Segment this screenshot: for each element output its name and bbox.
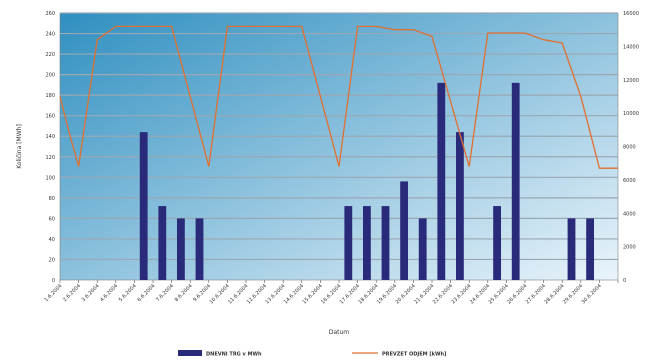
y-right-tick-label: 10000 <box>623 111 639 117</box>
bar <box>158 206 167 280</box>
y-left-tick-label: 0 <box>52 278 55 284</box>
bar <box>493 206 502 280</box>
y-right-tick-label: 2000 <box>623 245 636 251</box>
grid-lines <box>60 12 618 261</box>
bar <box>176 218 185 280</box>
x-tick-label: 8.6.2004 <box>174 283 194 303</box>
y-right-tick-label: 0 <box>623 278 626 284</box>
legend: DNEVNI TRG v MWh PREVZET ODJEM [kWh] <box>178 350 446 358</box>
y-left-tick-label: 40 <box>49 237 55 243</box>
y-right-tick-label: 16000 <box>623 11 639 17</box>
left-axis-ticks: 0 20 40 60 80 100 120 140 160 180 200 220 240 260 <box>45 11 55 284</box>
bar <box>362 206 371 280</box>
y-left-tick-label: 140 <box>45 134 55 140</box>
y-left-tick-label: 100 <box>45 175 55 181</box>
y-left-tick-label: 220 <box>45 52 55 58</box>
y-left-tick-label: 80 <box>49 196 55 202</box>
legend-line-label: PREVZET ODJEM [kWh] <box>382 352 446 358</box>
y-right-tick-label: 12000 <box>623 78 639 84</box>
legend-bar-label: DNEVNI TRG v MWh <box>206 352 262 358</box>
x-tick-label: 4.6.2004 <box>99 283 119 303</box>
y-right-tick-label: 6000 <box>623 178 636 184</box>
y-left-tick-label: 120 <box>45 155 55 161</box>
bar <box>381 206 390 280</box>
y-left-tick-label: 160 <box>45 114 55 120</box>
line-path <box>59 25 618 169</box>
bar <box>418 218 427 280</box>
bar <box>344 206 353 280</box>
y-left-tick-label: 60 <box>49 216 55 222</box>
x-tick-label: 6.6.2004 <box>136 283 156 303</box>
bar <box>400 181 409 280</box>
y-axis-left-title: Količina [MWh] <box>16 124 23 169</box>
y-right-tick-label: 8000 <box>623 145 636 151</box>
right-axis-ticks: 0 2000 4000 6000 8000 10000 12000 14000 16000 <box>623 11 639 284</box>
bar <box>586 218 595 280</box>
y-left-tick-label: 260 <box>45 11 55 17</box>
x-axis-ticks: 1.6.20042.6.20043.6.20044.6.20045.6.2004… <box>43 280 619 305</box>
x-tick-label: 30.6.2004 <box>581 283 603 305</box>
x-tick-label: 3.6.2004 <box>81 283 101 303</box>
bar <box>195 218 204 280</box>
y-right-tick-label: 14000 <box>623 44 639 50</box>
line-series <box>59 25 618 169</box>
x-axis-title: Datum <box>329 329 349 336</box>
y-left-tick-label: 200 <box>45 73 55 79</box>
y-left-tick-label: 180 <box>45 93 55 99</box>
x-tick-label: 1.6.2004 <box>43 283 63 303</box>
x-tick-label: 2.6.2004 <box>62 283 82 303</box>
y-right-tick-label: 4000 <box>623 211 636 217</box>
legend-bar-swatch <box>178 350 202 356</box>
bar <box>511 82 520 280</box>
plot-background <box>59 12 619 281</box>
bar <box>437 82 446 280</box>
bar <box>567 218 576 280</box>
x-tick-label: 7.6.2004 <box>155 283 175 303</box>
y-left-tick-label: 20 <box>49 257 55 263</box>
bar <box>455 132 464 280</box>
bar-series <box>139 82 595 280</box>
bar <box>139 132 148 280</box>
x-tick-label: 5.6.2004 <box>118 283 138 303</box>
y-left-tick-label: 240 <box>45 32 55 38</box>
